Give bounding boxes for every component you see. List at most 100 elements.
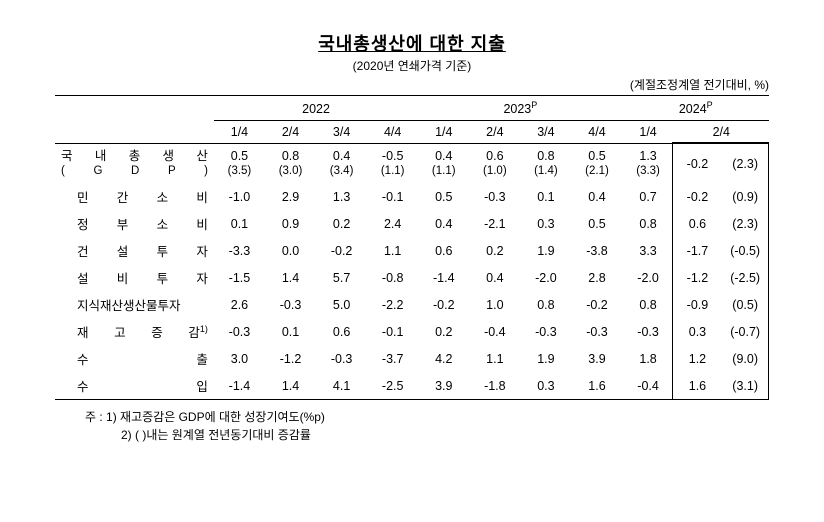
cell-value: -0.1 [367, 183, 418, 210]
cell-value: 0.2 [418, 318, 469, 345]
cell-value: -2.0 [623, 264, 674, 291]
cell-value: 0.6(1.0) [469, 144, 520, 184]
cell-value: 0.1 [214, 210, 265, 237]
row-label: 민 간 소 비 [55, 183, 214, 210]
cell-value: -0.5(1.1) [367, 144, 418, 184]
cell-value: -0.8 [367, 264, 418, 291]
cell-value: (-2.5) [721, 264, 769, 291]
table-row: 국 내 총 생 산( G D P )0.5(3.5)0.8(3.0)0.4(3.… [55, 144, 769, 184]
cell-value: -0.2 [674, 144, 722, 184]
cell-value: -1.7 [674, 237, 722, 264]
table-container: 2022 2023P 2024P 1/4 2/4 3/4 4/4 1/4 2/4… [55, 95, 769, 400]
quarter-header: 2/4 [469, 121, 520, 144]
table-row: 민 간 소 비-1.02.91.3-0.10.5-0.30.10.40.7-0.… [55, 183, 769, 210]
cell-value: 0.4(3.4) [316, 144, 367, 184]
table-subtitle: (2020년 연쇄가격 기준) [55, 57, 769, 74]
year-header: 2023P [418, 96, 622, 121]
cell-value: 0.4 [571, 183, 622, 210]
row-label: 건 설 투 자 [55, 237, 214, 264]
cell-value: 1.9 [520, 237, 571, 264]
cell-value: (0.9) [721, 183, 769, 210]
row-label: 수 출 [55, 345, 214, 372]
cell-value: 0.5(3.5) [214, 144, 265, 184]
cell-value: -2.1 [469, 210, 520, 237]
row-label: 지식재산생산물투자 [55, 291, 214, 318]
cell-value: (2.3) [721, 210, 769, 237]
cell-value: 2.4 [367, 210, 418, 237]
unit-label: (계절조정계열 전기대비, %) [55, 76, 769, 93]
cell-value: 0.5(2.1) [571, 144, 622, 184]
quarter-header: 3/4 [316, 121, 367, 144]
cell-value: -0.3 [571, 318, 622, 345]
quarter-header: 4/4 [571, 121, 622, 144]
cell-value: 1.9 [520, 345, 571, 372]
cell-value: -2.2 [367, 291, 418, 318]
cell-value: -0.4 [623, 372, 674, 400]
cell-value: 0.8 [623, 291, 674, 318]
quarter-header: 3/4 [520, 121, 571, 144]
row-label: 설 비 투 자 [55, 264, 214, 291]
cell-value: -0.2 [571, 291, 622, 318]
quarter-header: 4/4 [367, 121, 418, 144]
cell-value: 0.1 [520, 183, 571, 210]
quarter-header: 1/4 [214, 121, 265, 144]
cell-value: -0.9 [674, 291, 722, 318]
cell-value: 0.3 [674, 318, 722, 345]
cell-value: -0.1 [367, 318, 418, 345]
cell-value: 3.0 [214, 345, 265, 372]
row-label: 수 입 [55, 372, 214, 400]
cell-value: -3.7 [367, 345, 418, 372]
table-row: 건 설 투 자-3.30.0-0.21.10.60.21.9-3.83.3-1.… [55, 237, 769, 264]
footnote-line: 주 : 1) 재고증감은 GDP에 대한 성장기여도(%p) [85, 408, 769, 426]
cell-value: 1.4 [265, 372, 316, 400]
cell-value: -0.3 [316, 345, 367, 372]
cell-value: -1.4 [214, 372, 265, 400]
table-row: 지식재산생산물투자2.6-0.35.0-2.2-0.21.00.8-0.20.8… [55, 291, 769, 318]
footnote-line: 2) ( )내는 원계열 전년동기대비 증감률 [85, 426, 769, 444]
cell-value: 0.4 [418, 210, 469, 237]
cell-value: 0.5 [418, 183, 469, 210]
table-row: 재 고 증 감1)-0.30.10.6-0.10.2-0.4-0.3-0.3-0… [55, 318, 769, 345]
cell-value: 0.5 [571, 210, 622, 237]
cell-value: -1.2 [265, 345, 316, 372]
cell-value: 0.7 [623, 183, 674, 210]
cell-value: 3.9 [418, 372, 469, 400]
cell-value: 0.0 [265, 237, 316, 264]
cell-value: -0.4 [469, 318, 520, 345]
year-header: 2024P [623, 96, 769, 121]
cell-value: 3.9 [571, 345, 622, 372]
quarter-header: 1/4 [623, 121, 674, 144]
cell-value: 0.9 [265, 210, 316, 237]
cell-value: -1.2 [674, 264, 722, 291]
cell-value: -1.0 [214, 183, 265, 210]
cell-value: -2.0 [520, 264, 571, 291]
quarter-header: 1/4 [418, 121, 469, 144]
cell-value: 0.8(1.4) [520, 144, 571, 184]
row-label: 국 내 총 생 산( G D P ) [55, 144, 214, 184]
cell-value: 1.3 [316, 183, 367, 210]
data-table: 2022 2023P 2024P 1/4 2/4 3/4 4/4 1/4 2/4… [55, 95, 769, 400]
cell-value: 0.6 [418, 237, 469, 264]
cell-value: (2.3) [721, 144, 769, 184]
row-label: 재 고 증 감1) [55, 318, 214, 345]
year-header: 2022 [214, 96, 418, 121]
cell-value: 1.1 [367, 237, 418, 264]
cell-value: 0.4(1.1) [418, 144, 469, 184]
quarter-header: 2/4 [265, 121, 316, 144]
table-row: 수 입-1.41.44.1-2.53.9-1.80.31.6-0.41.6(3.… [55, 372, 769, 400]
cell-value: -0.2 [674, 183, 722, 210]
cell-value: 1.3(3.3) [623, 144, 674, 184]
cell-value: 1.8 [623, 345, 674, 372]
cell-value: -1.4 [418, 264, 469, 291]
cell-value: -3.8 [571, 237, 622, 264]
cell-value: 1.6 [674, 372, 722, 400]
footnotes: 주 : 1) 재고증감은 GDP에 대한 성장기여도(%p) 2) ( )내는 … [55, 408, 769, 444]
cell-value: 5.7 [316, 264, 367, 291]
table-title: 국내총생산에 대한 지출 [55, 30, 769, 56]
cell-value: -0.3 [520, 318, 571, 345]
cell-value: -2.5 [367, 372, 418, 400]
cell-value: 2.6 [214, 291, 265, 318]
cell-value: 0.8 [623, 210, 674, 237]
cell-value: (-0.7) [721, 318, 769, 345]
cell-value: 1.4 [265, 264, 316, 291]
